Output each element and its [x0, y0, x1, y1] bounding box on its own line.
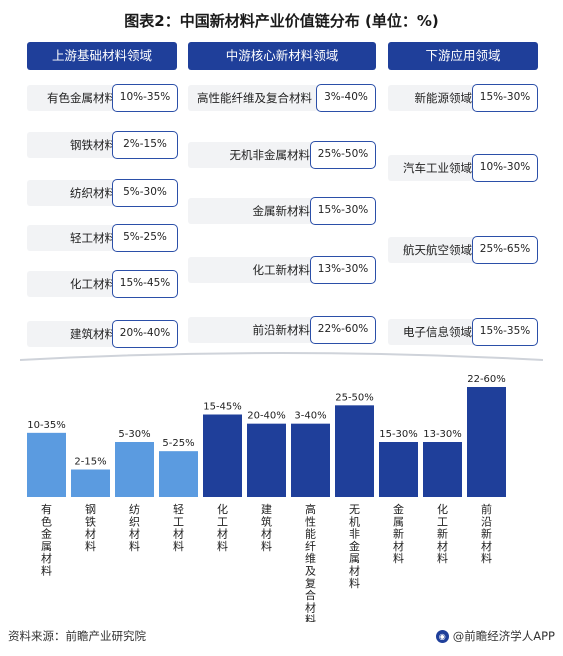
bar-1	[71, 469, 110, 497]
downstream-item-value: 25%-65%	[472, 236, 538, 264]
bar-value-label: 15-45%	[203, 402, 242, 413]
bar-value-label: 15-30%	[379, 429, 418, 440]
category-label: 金属新材料	[393, 502, 404, 565]
bar-2	[115, 442, 154, 497]
category-label: 前沿新材料	[481, 502, 492, 565]
bar-7	[335, 405, 374, 497]
category-label: 化工材料	[217, 502, 228, 553]
category-label: 有色金属材料	[41, 502, 52, 578]
category-label: 高性能纤维及复合材料	[305, 502, 316, 622]
downstream-item-label: 航天航空领域	[388, 237, 478, 263]
bar-value-label: 20-40%	[247, 411, 286, 422]
category-label: 钢铁材料	[85, 503, 96, 553]
bar-6	[291, 423, 330, 497]
bar-5	[247, 423, 286, 497]
bar-value-label: 25-50%	[335, 392, 374, 403]
bar-value-label: 10-35%	[27, 420, 66, 431]
upstream-item-value: 2%-15%	[112, 131, 178, 159]
section-divider	[20, 352, 543, 361]
bar-9	[423, 442, 462, 497]
bar-0	[27, 432, 66, 497]
upstream-item-label: 轻工材料	[27, 225, 122, 251]
bar-value-label: 3-40%	[294, 411, 326, 422]
category-label: 化工新材料	[437, 502, 448, 565]
downstream-item-value: 15%-30%	[472, 84, 538, 112]
midstream-item-label: 金属新材料	[188, 198, 316, 224]
bar-value-label: 22-60%	[467, 374, 506, 385]
brand-text: @前瞻经济学人APP	[452, 629, 555, 643]
upstream-item-value: 5%-25%	[112, 224, 178, 252]
bar-value-label: 5-30%	[118, 429, 150, 440]
category-label: 轻工材料	[173, 502, 184, 553]
header-upstream: 上游基础材料领域	[27, 42, 177, 70]
downstream-item-label: 电子信息领域	[388, 319, 478, 345]
upstream-item-value: 20%-40%	[112, 320, 178, 348]
downstream-item-value: 10%-30%	[472, 154, 538, 182]
header-downstream: 下游应用领域	[388, 42, 538, 70]
chart-title: 图表2：中国新材料产业价值链分布 (单位：%)	[124, 12, 439, 30]
upstream-item-label: 化工材料	[27, 271, 122, 297]
midstream-item-label: 前沿新材料	[188, 317, 316, 343]
downstream-item-value: 15%-35%	[472, 318, 538, 346]
midstream-item-value: 13%-30%	[310, 256, 376, 284]
qianzhan-logo-icon: ◉	[435, 629, 449, 643]
brand-credit: ◉ @前瞻经济学人APP	[435, 628, 555, 644]
midstream-item-label: 高性能纤维及复合材料	[188, 85, 318, 111]
upstream-item-label: 纺织材料	[27, 180, 122, 206]
midstream-item-value: 15%-30%	[310, 197, 376, 225]
upstream-item-value: 10%-35%	[112, 84, 178, 112]
source-note: 资料来源：前瞻产业研究院	[8, 629, 146, 643]
bar-value-label: 13-30%	[423, 429, 462, 440]
upstream-item-label: 有色金属材料	[27, 85, 122, 111]
bar-chart: 10-35% 有色金属材料 2-15% 钢铁材料 5-30% 纺织材料 5-25% 轻工材料 1…	[27, 374, 506, 622]
downstream-item-label: 新能源领域	[388, 85, 478, 111]
downstream-item-label: 汽车工业领域	[388, 155, 478, 181]
midstream-item-label: 化工新材料	[188, 257, 316, 283]
category-label: 建筑材料	[261, 502, 272, 553]
midstream-item-value: 3%-40%	[316, 84, 376, 112]
midstream-item-value: 22%-60%	[310, 316, 376, 344]
bar-4	[203, 414, 242, 497]
bar-3	[159, 451, 198, 497]
midstream-item-value: 25%-50%	[310, 141, 376, 169]
upstream-item-label: 建筑材料	[27, 321, 122, 347]
bar-value-label: 5-25%	[162, 438, 194, 449]
header-midstream: 中游核心新材料领域	[188, 42, 376, 70]
upstream-item-label: 钢铁材料	[27, 132, 122, 158]
category-label: 无机非金属材料	[349, 503, 360, 590]
bar-10	[467, 387, 506, 497]
category-label: 纺织材料	[129, 502, 140, 553]
upstream-item-value: 5%-30%	[112, 179, 178, 207]
bar-value-label: 2-15%	[74, 457, 106, 468]
upstream-item-value: 15%-45%	[112, 270, 178, 298]
midstream-item-label: 无机非金属材料	[188, 142, 316, 168]
bar-8	[379, 442, 418, 497]
